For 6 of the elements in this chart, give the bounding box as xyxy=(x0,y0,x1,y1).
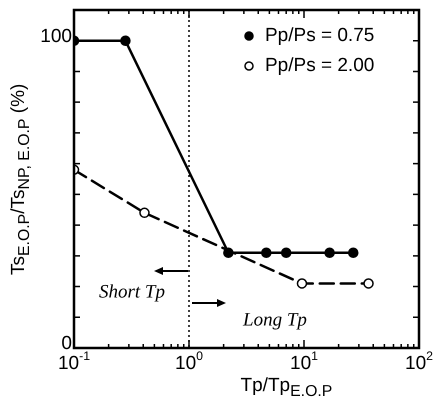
annotation: Long Tp xyxy=(242,309,307,330)
y-tick-label: 0 xyxy=(61,333,72,354)
annotation: Short Tp xyxy=(99,282,165,303)
legend-label: Pp/Ps = 2.00 xyxy=(265,55,374,76)
legend-label: Pp/Ps = 0.75 xyxy=(265,25,374,46)
x-axis-title: Tp/Tp$_{E.O.P}$ xyxy=(240,375,332,401)
